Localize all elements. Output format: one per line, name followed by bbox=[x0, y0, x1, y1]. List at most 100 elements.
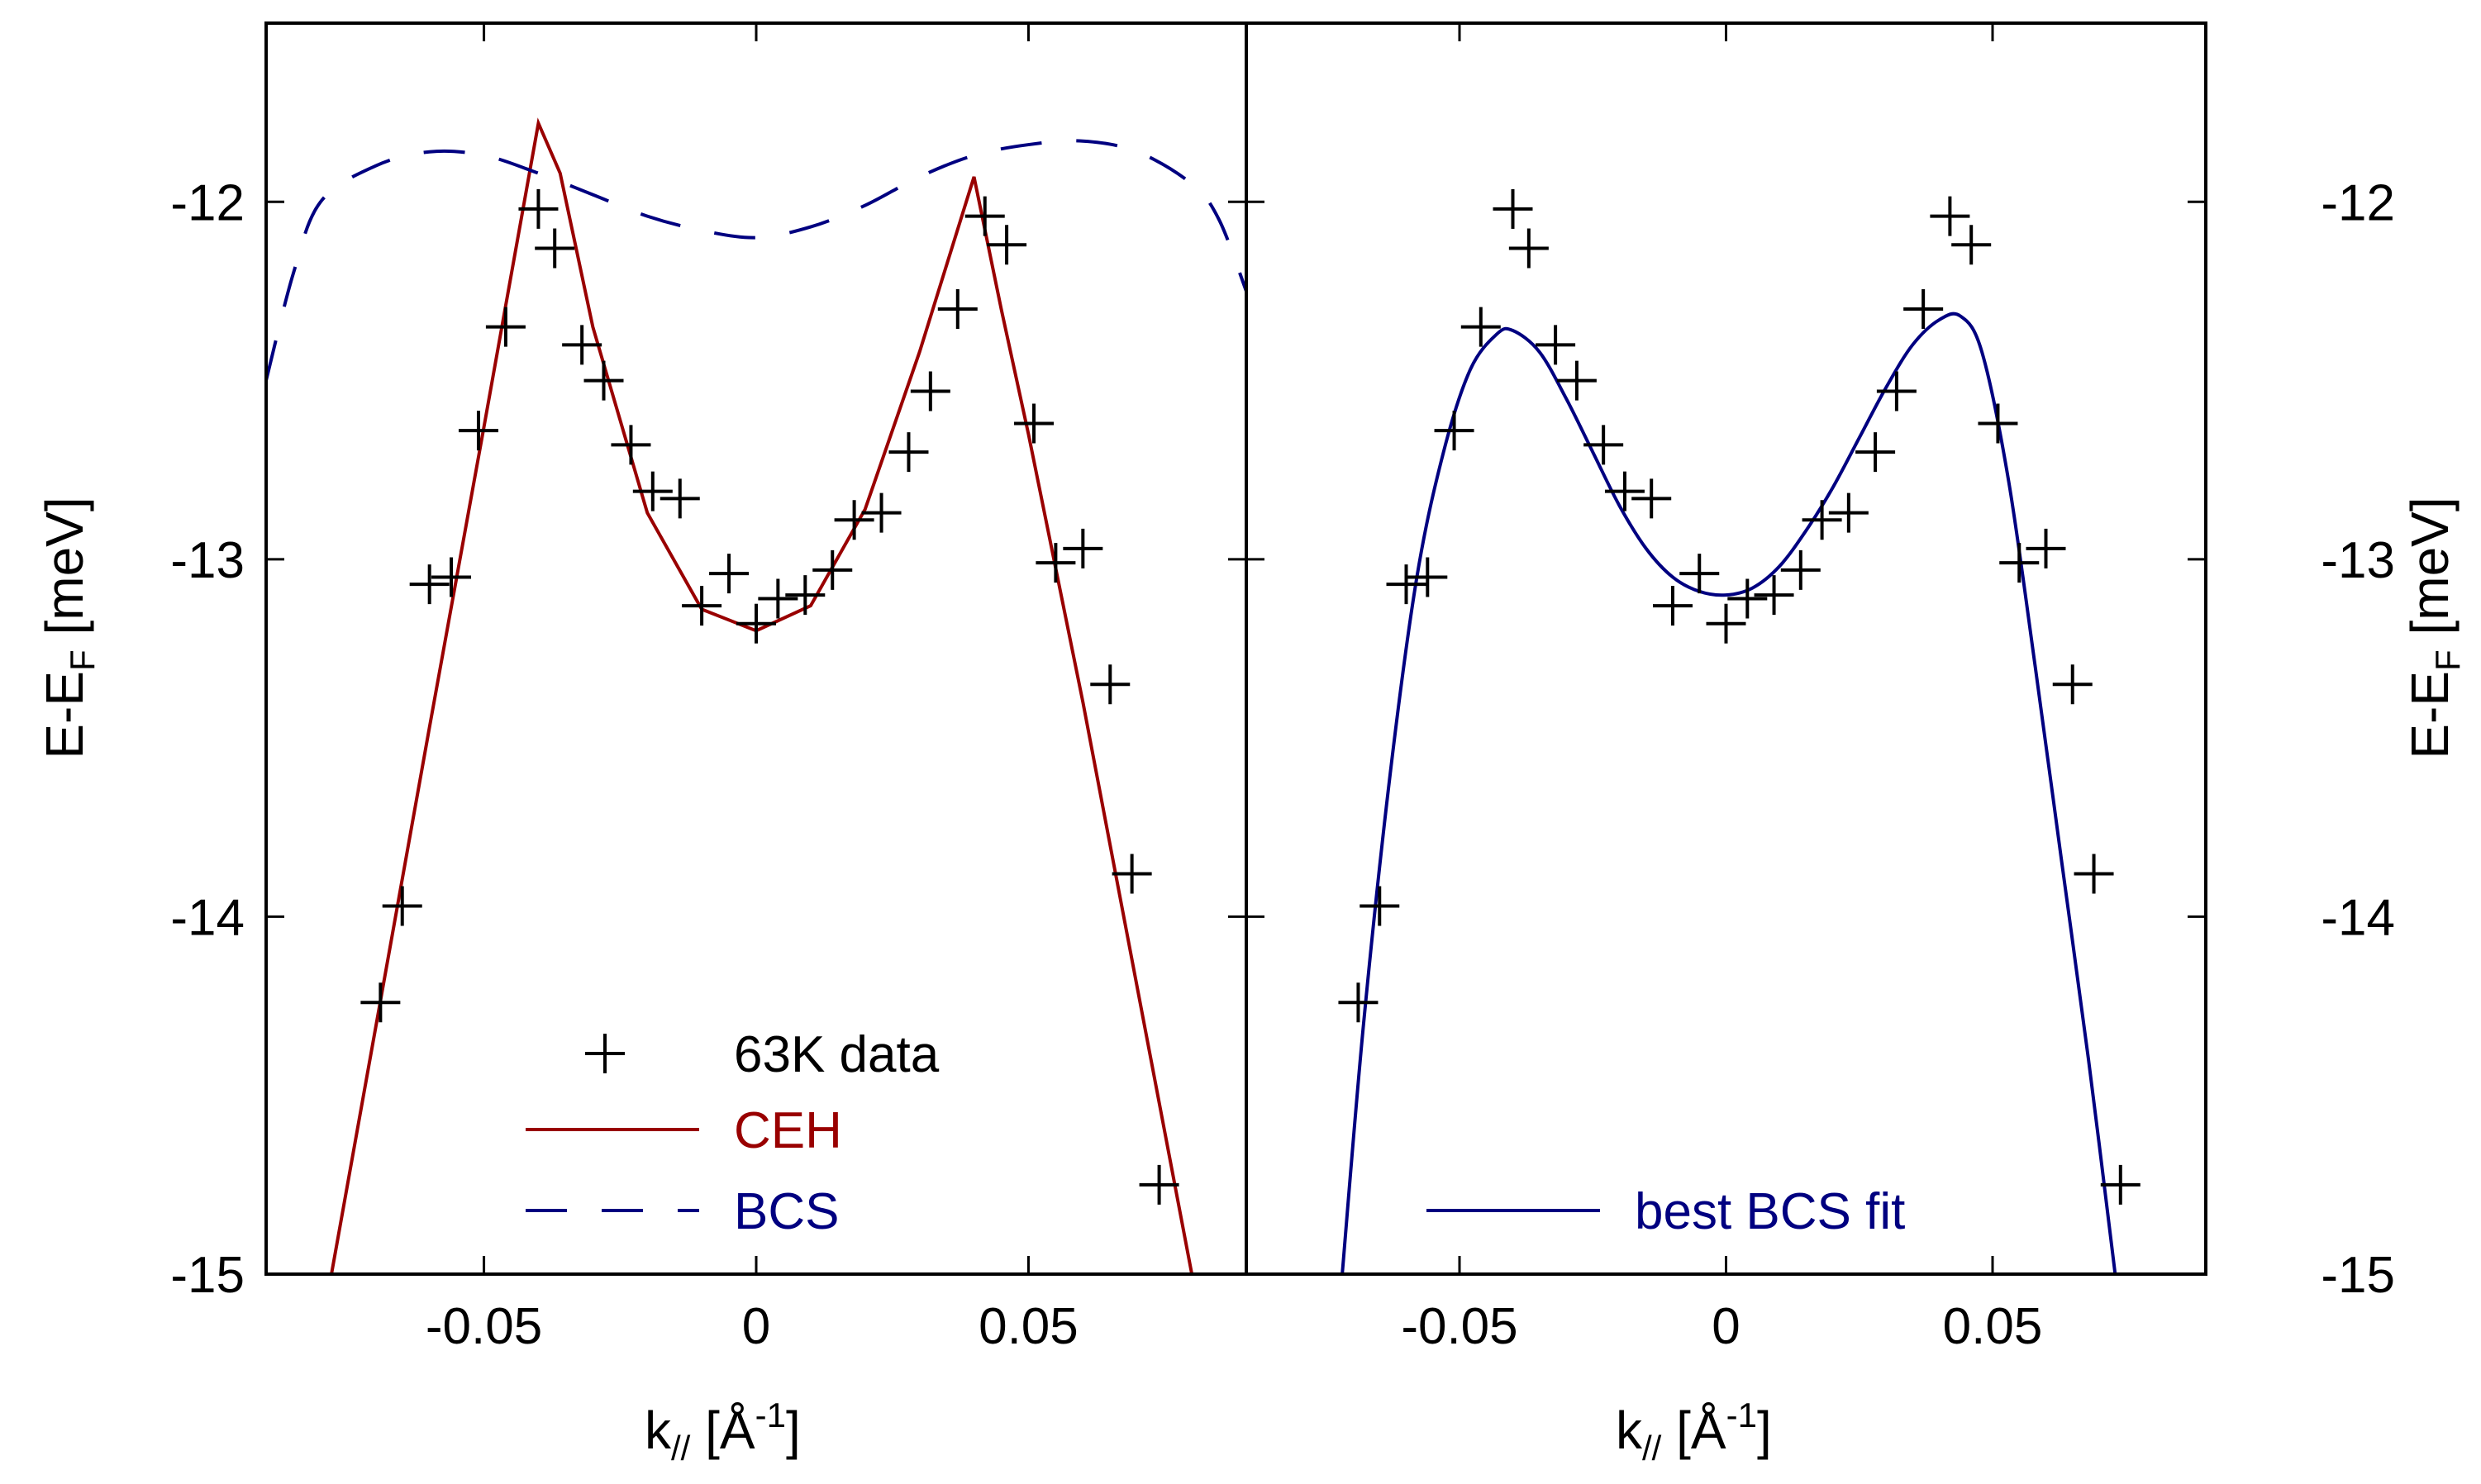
left-panel-markers bbox=[360, 188, 1179, 1205]
data-point bbox=[1139, 1164, 1179, 1205]
data-point bbox=[758, 578, 798, 619]
data-point bbox=[1434, 411, 1474, 451]
data-point bbox=[1631, 478, 1672, 519]
right-panel-curves bbox=[1341, 312, 2117, 1274]
y-tick-label: -14 bbox=[170, 889, 245, 946]
right-panel-legend: best BCS fit bbox=[1426, 1183, 1905, 1240]
data-point bbox=[1583, 425, 1624, 465]
right-panel-frame bbox=[1245, 21, 2207, 1276]
x-tick-label: 0 bbox=[1712, 1298, 1740, 1355]
x-tick-label: -0.05 bbox=[426, 1298, 542, 1355]
y-title-sub: F bbox=[2428, 649, 2467, 671]
x-title-unit-sup: -1 bbox=[1726, 1396, 1757, 1434]
data-point bbox=[964, 196, 1005, 236]
data-point bbox=[360, 982, 401, 1023]
y-title-unit: [meV] bbox=[35, 497, 94, 649]
data-point bbox=[861, 492, 902, 533]
data-point bbox=[1063, 528, 1103, 568]
data-point bbox=[1508, 228, 1549, 269]
data-point bbox=[682, 586, 722, 626]
x-tick-label: 0 bbox=[742, 1298, 770, 1355]
data-point bbox=[1604, 471, 1645, 511]
y-title-main: E-E bbox=[35, 671, 94, 759]
data-point bbox=[1536, 325, 1576, 365]
data-point bbox=[709, 554, 750, 594]
legend-entry-ceh: CEH bbox=[526, 1102, 842, 1159]
y-title-sub: F bbox=[63, 649, 102, 671]
data-point bbox=[1855, 432, 1896, 473]
data-point bbox=[1978, 403, 2018, 444]
y-title-unit: [meV] bbox=[2400, 497, 2460, 649]
data-point bbox=[611, 425, 651, 465]
right-y-axis-title: E-EF [meV] bbox=[2400, 497, 2467, 759]
data-point bbox=[562, 325, 602, 365]
x-tick-label: 0.05 bbox=[1943, 1298, 2043, 1355]
data-point bbox=[431, 557, 472, 597]
y-tick-label: -15 bbox=[2321, 1247, 2395, 1304]
data-point bbox=[2052, 664, 2093, 705]
data-point bbox=[1828, 492, 1869, 533]
data-point bbox=[1036, 543, 1076, 583]
data-point bbox=[1903, 289, 1944, 330]
x-title-unit-open: [Å bbox=[1661, 1401, 1726, 1460]
data-point bbox=[1706, 603, 1746, 644]
data-point bbox=[1754, 575, 1794, 616]
left-panel-legend: 63K data CEH BCS bbox=[526, 1026, 940, 1240]
legend-entry-63k-data: 63K data bbox=[585, 1026, 940, 1083]
data-point bbox=[1999, 543, 2040, 583]
data-point bbox=[888, 432, 929, 473]
data-point bbox=[535, 228, 575, 269]
data-point bbox=[583, 360, 624, 401]
x-tick-label: 0.05 bbox=[979, 1298, 1079, 1355]
legend-entry-bcs: BCS bbox=[526, 1183, 839, 1240]
y-tick-label: -13 bbox=[170, 532, 245, 589]
data-point bbox=[834, 500, 874, 540]
data-point bbox=[382, 886, 422, 926]
data-point bbox=[1556, 360, 1597, 401]
data-point bbox=[2074, 854, 2114, 894]
x-title-sub: // bbox=[671, 1429, 691, 1467]
data-point bbox=[2100, 1164, 2141, 1205]
legend-label-bcs: BCS bbox=[734, 1183, 839, 1240]
data-point bbox=[1407, 557, 1448, 597]
data-point bbox=[1460, 307, 1501, 347]
y-tick-label: -12 bbox=[170, 174, 245, 231]
data-point bbox=[660, 478, 700, 519]
legend-entry-best-bcs-fit: best BCS fit bbox=[1426, 1183, 1905, 1240]
data-point bbox=[1780, 549, 1821, 590]
right-panel-markers bbox=[1338, 188, 2141, 1205]
data-point bbox=[1679, 554, 1720, 594]
x-tick-label: -0.05 bbox=[1401, 1298, 1517, 1355]
data-point bbox=[987, 225, 1027, 265]
left-panel: -0.05 0 0.05 -15 -14 -13 -12 63K data CEH BCS bbox=[170, 21, 1264, 1355]
data-point bbox=[458, 411, 498, 451]
x-title-main: k bbox=[1616, 1401, 1643, 1460]
legend-label-ceh: CEH bbox=[734, 1102, 842, 1159]
data-point bbox=[1360, 886, 1400, 926]
data-point bbox=[937, 289, 978, 330]
data-point bbox=[1930, 196, 1970, 236]
data-point bbox=[1493, 188, 1533, 229]
legend-label-63k-data: 63K data bbox=[734, 1026, 940, 1083]
x-title-unit-close: ] bbox=[1757, 1401, 1772, 1460]
data-point bbox=[485, 307, 526, 347]
data-point bbox=[910, 371, 950, 411]
data-point bbox=[409, 564, 450, 605]
right-panel: -0.05 0 0.05 -15 -14 -13 -12 best BCS fit bbox=[1245, 21, 2395, 1355]
data-point bbox=[1951, 225, 1992, 265]
right-panel-tick-labels: -0.05 0 0.05 -15 -14 -13 -12 bbox=[1401, 174, 2395, 1355]
data-point bbox=[1802, 500, 1842, 540]
left-y-axis-title: E-EF [meV] bbox=[35, 497, 102, 759]
data-point bbox=[1338, 982, 1379, 1023]
left-x-axis-title: k// [Å-1] bbox=[645, 1396, 801, 1467]
data-point bbox=[1090, 664, 1131, 705]
x-title-main: k bbox=[645, 1401, 672, 1460]
data-point bbox=[1876, 371, 1917, 411]
y-tick-label: -15 bbox=[170, 1247, 245, 1304]
legend-label-best-bcs-fit: best BCS fit bbox=[1635, 1183, 1905, 1240]
left-panel-tick-labels: -0.05 0 0.05 -15 -14 -13 -12 bbox=[170, 174, 1078, 1355]
data-point bbox=[812, 549, 853, 590]
x-title-unit-open: [Å bbox=[690, 1401, 755, 1460]
